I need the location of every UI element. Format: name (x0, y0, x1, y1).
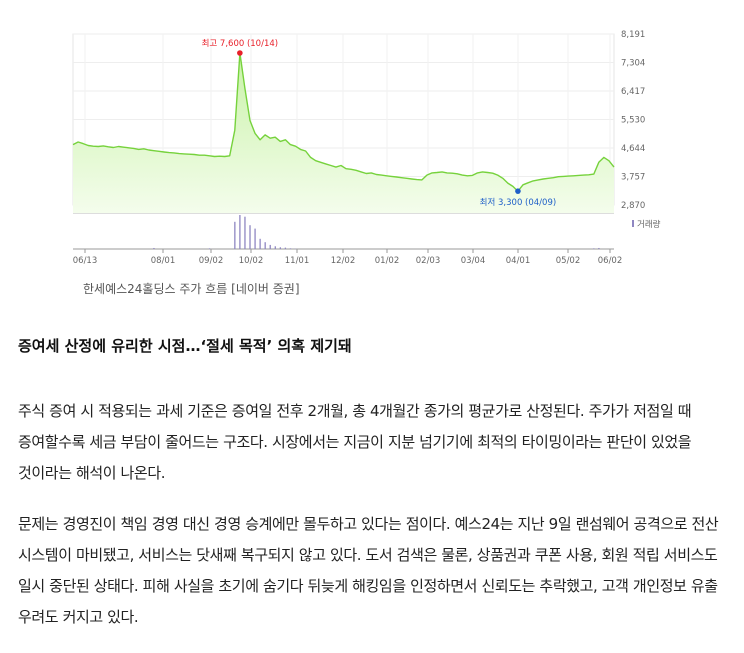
volume-bar (593, 248, 594, 249)
paragraph-1: 주식 증여 시 적용되는 과세 기준은 증여일 전후 2개월, 총 4개월간 종… (18, 396, 730, 489)
paragraph-2: 문제는 경영진이 책임 경영 대신 경영 승계에만 몰두하고 있다는 점이다. … (18, 509, 730, 633)
y-tick-label: 3,757 (621, 173, 645, 183)
volume-bar (265, 242, 266, 249)
volume-bar (290, 248, 291, 249)
y-tick-label: 7,304 (621, 59, 645, 69)
x-tick-label: 01/02 (375, 256, 400, 266)
y-tick-label: 5,530 (621, 116, 645, 126)
min-price-dot (515, 188, 521, 194)
max-price-label: 최고 7,600 (10/14) (202, 38, 279, 49)
volume-bar (249, 225, 250, 249)
x-tick-label: 11/01 (285, 256, 310, 266)
x-tick-label: 03/04 (461, 256, 486, 266)
y-tick-label: 2,870 (621, 201, 645, 211)
x-tick-label: 04/01 (506, 256, 531, 266)
y-tick-label: 6,417 (621, 87, 645, 97)
volume-legend-swatch (632, 220, 634, 227)
min-price-label: 최저 3,300 (04/09) (480, 197, 557, 208)
x-tick-label: 08/01 (151, 256, 176, 266)
section-heading: 증여세 산정에 유리한 시점…‘절세 목적’ 의혹 제기돼 (18, 328, 730, 364)
max-price-dot (237, 50, 243, 56)
x-tick-label: 05/02 (556, 256, 581, 266)
x-tick-label: 12/02 (331, 256, 356, 266)
volume-bar (209, 248, 210, 249)
volume-bar (598, 248, 599, 249)
stock-chart-figure: 8,191 7,304 6,417 5,530 4,644 3,757 2,870 06/13… (0, 0, 744, 310)
volume-bar (280, 247, 281, 249)
x-tick-label: 02/03 (416, 256, 441, 266)
volume-bar (275, 246, 276, 249)
stock-price-chart: 8,191 7,304 6,417 5,530 4,644 3,757 2,870 06/13… (0, 0, 744, 272)
chart-caption: 한세예스24홀딩스 주가 흐름 [네이버 증권] (83, 280, 300, 297)
volume-bar (153, 248, 154, 249)
volume-legend-label: 거래량 (637, 219, 661, 230)
article-body: 증여세 산정에 유리한 시점…‘절세 목적’ 의혹 제기돼 주식 증여 시 적용… (18, 328, 730, 653)
x-tick-label: 09/02 (199, 256, 224, 266)
volume-bar (234, 222, 235, 249)
y-tick-label: 4,644 (621, 144, 645, 154)
volume-bar (285, 248, 286, 249)
volume-bar (259, 239, 260, 249)
y-tick-label: 8,191 (621, 30, 645, 40)
x-tick-label: 10/02 (239, 256, 264, 266)
volume-bar (270, 245, 271, 249)
volume-bar (244, 217, 245, 249)
x-tick-label: 06/13 (73, 256, 98, 266)
x-tick-label: 06/02 (598, 256, 623, 266)
volume-bar (254, 229, 255, 249)
volume-bar (239, 215, 240, 249)
